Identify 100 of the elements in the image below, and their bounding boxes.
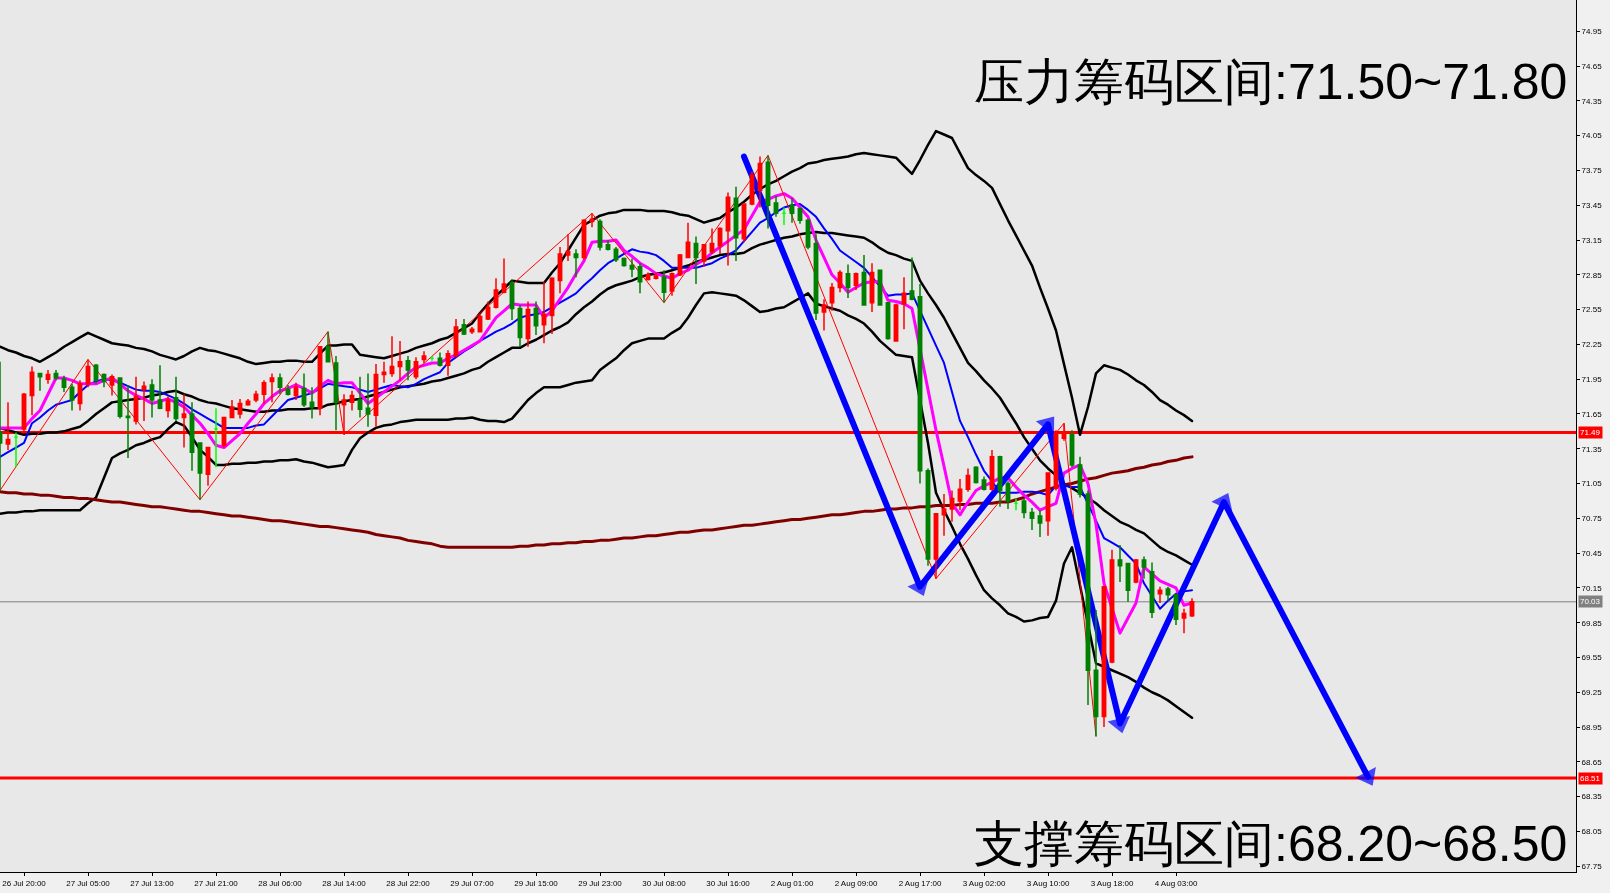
x-tick-label: 27 Jul 13:00	[130, 878, 175, 888]
candlestick	[549, 276, 555, 335]
x-tick-label: 28 Jul 14:00	[322, 878, 367, 888]
y-tick-label: 72.55	[1581, 305, 1603, 315]
candlestick	[421, 350, 427, 364]
candlestick	[53, 369, 59, 382]
candlestick	[909, 256, 915, 302]
candlestick	[293, 381, 299, 401]
candlestick	[573, 248, 579, 278]
y-tick-label: 71.05	[1581, 479, 1603, 489]
candlestick	[685, 221, 691, 259]
x-tick-label: 28 Jul 06:00	[258, 878, 303, 888]
candlestick	[149, 378, 155, 419]
candlestick	[253, 390, 259, 404]
candlestick	[693, 235, 699, 285]
candlestick	[781, 206, 787, 226]
x-tick-label: 27 Jul 05:00	[66, 878, 111, 888]
y-tick-label: 70.45	[1581, 548, 1603, 558]
candlestick	[637, 262, 643, 295]
candlestick	[277, 372, 283, 396]
candlestick	[1157, 585, 1163, 604]
y-tick-label: 71.95	[1581, 374, 1603, 384]
x-tick-label: 28 Jul 22:00	[386, 878, 431, 888]
candlestick	[501, 257, 507, 295]
y-tick-label: 72.25	[1581, 340, 1603, 350]
candlestick	[861, 254, 867, 306]
candlestick	[29, 365, 35, 416]
point	[1355, 767, 1376, 786]
candlestick	[733, 185, 739, 262]
candlestick	[125, 384, 131, 459]
candlestick	[941, 493, 947, 537]
candlestick	[725, 191, 731, 267]
candlestick	[1165, 585, 1171, 602]
point	[1035, 416, 1055, 436]
candlestick	[1029, 507, 1035, 531]
candlestick	[845, 263, 851, 299]
y-tick-label: 74.35	[1581, 96, 1603, 106]
candlestick	[1037, 509, 1043, 538]
x-tick-label: 30 Jul 08:00	[642, 878, 687, 888]
line-series	[0, 290, 1194, 720]
y-tick-label: 71.35	[1581, 444, 1603, 454]
candlestick	[269, 372, 275, 404]
candlestick	[493, 277, 499, 310]
x-tick-label: 26 Jul 20:00	[2, 878, 47, 888]
candlestick	[357, 376, 363, 419]
y-tick-label: 70.75	[1581, 514, 1603, 524]
candlestick	[333, 355, 339, 431]
candlestick	[165, 395, 171, 419]
candlestick	[1181, 608, 1187, 634]
candlestick	[1005, 480, 1011, 510]
candlestick	[589, 212, 595, 229]
candlestick	[709, 227, 715, 255]
candlestick	[949, 489, 955, 523]
candlestick	[789, 197, 795, 224]
candlestick	[365, 372, 371, 428]
candlestick	[37, 372, 43, 392]
candlestick	[325, 330, 331, 363]
candlestick	[1125, 562, 1131, 603]
x-tick-label: 29 Jul 15:00	[514, 878, 559, 888]
candlestick	[933, 512, 939, 580]
x-tick-label: 2 Aug 17:00	[898, 878, 942, 888]
y-tick-label: 70.15	[1581, 583, 1603, 593]
candlestick	[157, 364, 163, 411]
x-tick-label: 4 Aug 03:00	[1154, 878, 1198, 888]
x-tick-label: 3 Aug 10:00	[1026, 878, 1070, 888]
candlestick	[717, 226, 723, 255]
candlestick	[141, 380, 147, 422]
y-tick-label: 68.35	[1581, 792, 1603, 802]
candlestick	[565, 233, 571, 262]
candlestick	[413, 356, 419, 380]
x-tick-label: 30 Jul 16:00	[706, 878, 751, 888]
candlestick	[101, 372, 107, 389]
y-tick-label: 69.55	[1581, 653, 1603, 663]
x-tick-label: 3 Aug 18:00	[1090, 878, 1134, 888]
ref-line-label: 70.03	[1580, 597, 1601, 606]
candlestick	[869, 262, 875, 313]
y-tick-label: 68.05	[1581, 827, 1603, 837]
candlestick	[829, 282, 835, 312]
ref-line-label: 68.51	[1580, 774, 1601, 783]
candlestick	[61, 374, 67, 393]
candlestick	[525, 300, 531, 348]
candlestick	[13, 431, 19, 469]
annotation: 压力筹码区间:71.50~71.80	[974, 54, 1568, 110]
candlestick	[541, 281, 547, 344]
candlestick	[533, 300, 539, 336]
candlestick	[397, 340, 403, 382]
candlestick	[445, 349, 451, 377]
candlestick	[85, 358, 91, 389]
y-tick-label: 73.15	[1581, 235, 1603, 245]
candlestick	[309, 386, 315, 420]
x-tick-label: 3 Aug 02:00	[962, 878, 1006, 888]
candlestick	[213, 407, 219, 469]
candlestick	[901, 276, 907, 331]
y-tick-label: 74.65	[1581, 61, 1603, 71]
candlestick	[1093, 609, 1099, 738]
y-tick-label: 72.85	[1581, 270, 1603, 280]
candlestick	[485, 300, 491, 321]
y-tick-label: 73.45	[1581, 201, 1603, 211]
candlestick	[189, 401, 195, 472]
y-tick-label: 74.95	[1581, 27, 1603, 37]
